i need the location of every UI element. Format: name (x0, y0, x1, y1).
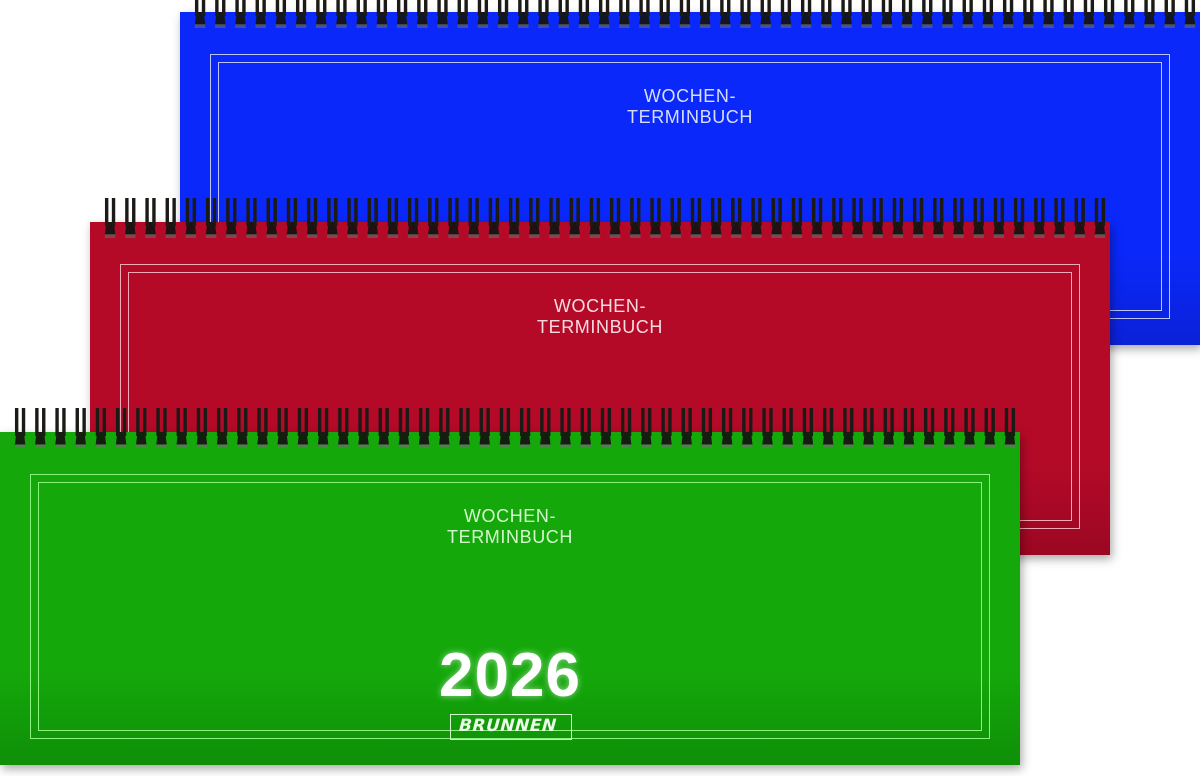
cover-title-blue: WOCHEN- TERMINBUCH (627, 86, 753, 128)
cover-frame-inner-green (38, 482, 982, 731)
brand-name: BRUNNEN (458, 716, 558, 736)
cover-title-red: WOCHEN- TERMINBUCH (537, 296, 663, 338)
spiral-binding (14, 408, 1016, 448)
spiral-binding (104, 198, 1106, 238)
cover-year-green: 2026 (439, 641, 581, 710)
cover-frame-outer-green (30, 474, 990, 739)
planner-cover-green: WOCHEN- TERMINBUCH 2026 BRUNNEN (0, 432, 1020, 765)
brand-badge: BRUNNEN (450, 714, 572, 740)
spiral-binding (194, 0, 1196, 28)
planner-green: WOCHEN- TERMINBUCH 2026 BRUNNEN (0, 432, 1020, 765)
cover-title-green: WOCHEN- TERMINBUCH (447, 506, 573, 548)
